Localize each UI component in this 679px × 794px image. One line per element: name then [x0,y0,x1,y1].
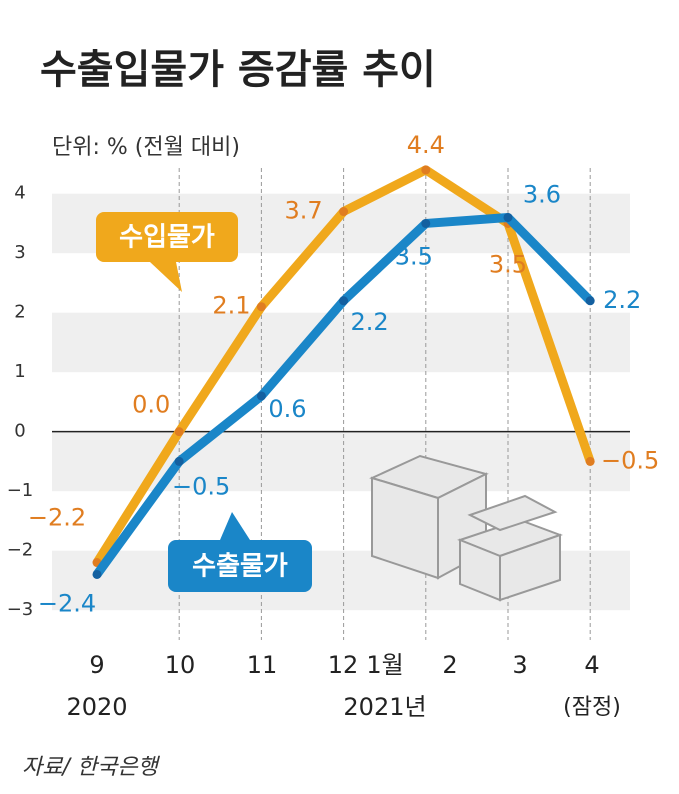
point [174,456,184,466]
chart-title: 수출입물가 증감률 추이 [40,47,436,93]
y-tick-label: 4 [14,183,25,204]
legend-label: 수출물가 [192,552,288,582]
legend-pointer [150,262,182,292]
legend-label: 수입물가 [119,223,215,253]
x-tick-label: 9 [89,651,104,679]
x-annotation: 2020 [66,693,127,721]
y-tick-label: −3 [7,599,34,620]
value-label: −2.4 [38,589,96,617]
x-annotation: 2021년 [343,693,426,721]
grid-band [52,312,630,373]
point [339,207,349,217]
value-label: 2.1 [212,292,250,320]
point [421,165,431,175]
grid-band [52,431,630,492]
value-label: 3.5 [395,242,433,270]
x-annotation: (잠정) [563,695,621,720]
source: 자료/ 한국은행 [22,755,161,780]
x-tick-label: 3 [512,651,527,679]
x-annotation: 1월 [366,651,403,679]
x-tick-label: 2 [442,651,457,679]
illustration [369,454,563,602]
y-tick-label: 1 [14,361,25,382]
x-tick-label: 11 [247,651,278,679]
x-tick-label: 12 [328,651,359,679]
point [174,427,184,437]
point [339,296,349,306]
legend-box [168,540,312,592]
value-label: 0.6 [268,395,306,423]
y-tick-label: 0 [14,421,25,442]
point [503,212,513,222]
y-tick-label: 3 [14,242,25,263]
value-label: 3.7 [285,197,323,225]
x-tick-label: 10 [165,651,196,679]
value-label: 2.2 [603,286,641,314]
unit-label: 단위: % (전월 대비) [52,135,240,160]
point [585,296,595,306]
point [585,456,595,466]
point [92,569,102,579]
value-label: 2.2 [351,308,389,336]
y-tick-label: −1 [7,480,34,501]
value-label: −0.5 [172,472,230,500]
value-label: 4.4 [407,131,445,159]
x-tick-label: 4 [584,651,599,679]
value-label: −0.5 [601,446,659,474]
legend-box [96,212,238,262]
value-label: 3.5 [489,250,527,278]
point [256,302,266,312]
point [421,218,431,228]
y-tick-label: 2 [14,302,25,323]
value-label: −2.2 [28,504,86,532]
legend-pointer [220,512,250,540]
y-tick-label: −2 [7,540,34,561]
value-label: 3.6 [523,180,561,208]
value-label: 0.0 [132,391,170,419]
point [256,391,266,401]
